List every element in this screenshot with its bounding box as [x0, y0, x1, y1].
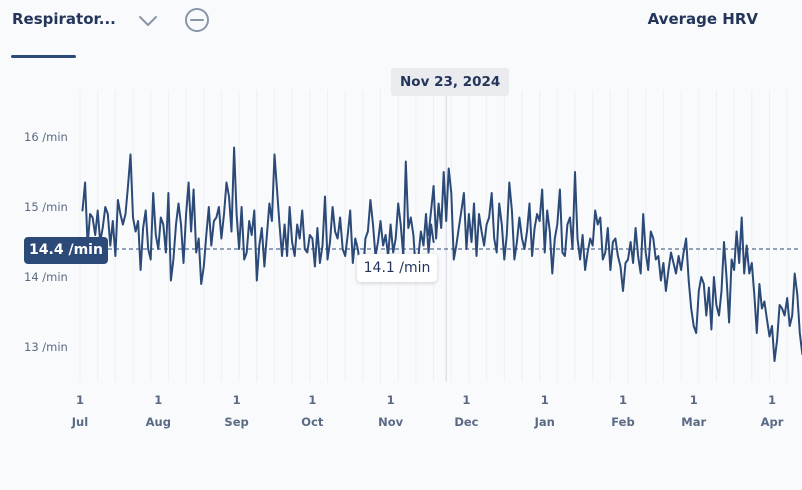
y-tick-label: 14 /min: [24, 270, 68, 284]
x-tick-day: 1: [619, 393, 627, 407]
x-tick-day: 1: [541, 393, 549, 407]
y-tick-label: 16 /min: [24, 130, 68, 144]
x-tick-month: Mar: [681, 415, 706, 429]
x-tick-day: 1: [768, 393, 776, 407]
x-tick-month: Dec: [454, 415, 478, 429]
x-tick-month: Oct: [301, 415, 324, 429]
hover-date-label: Nov 23, 2024: [391, 68, 510, 96]
series-line: [81, 146, 435, 285]
x-tick-day: 1: [308, 393, 316, 407]
top-bar: Respirator... Average HRV: [0, 0, 802, 60]
x-tick-day: 1: [387, 393, 395, 407]
active-tab-indicator: [11, 55, 76, 58]
y-tick-label: 15 /min: [24, 200, 68, 214]
x-tick-day: 1: [462, 393, 470, 407]
chevron-down-icon[interactable]: [137, 10, 159, 32]
x-tick-month: Feb: [611, 415, 634, 429]
x-tick-month: Sep: [224, 415, 248, 429]
average-value-badge: 14.4 /min: [24, 237, 108, 264]
secondary-metric-average-hrv[interactable]: Average HRV: [647, 10, 758, 28]
y-tick-label: 13 /min: [24, 340, 68, 354]
x-tick-month: Aug: [146, 415, 171, 429]
x-tick-month: Jan: [534, 415, 555, 429]
x-tick-month: Jul: [71, 415, 88, 429]
x-tick-month: Nov: [378, 415, 404, 429]
hover-value-tooltip: 14.1 /min: [357, 254, 437, 282]
x-tick-day: 1: [233, 393, 241, 407]
series-line: [427, 167, 802, 362]
minus-circle-icon[interactable]: [184, 7, 210, 33]
x-tick-day: 1: [154, 393, 162, 407]
respiratory-rate-chart[interactable]: 16 /min 15 /min 14 /min 13 /min 1 Jul 1 Aug 1 Sep…: [0, 60, 802, 490]
x-tick-day: 1: [76, 393, 84, 407]
metric-selector-label[interactable]: Respirator...: [12, 10, 116, 28]
x-tick-month: Apr: [761, 415, 784, 429]
x-tick-day: 1: [690, 393, 698, 407]
